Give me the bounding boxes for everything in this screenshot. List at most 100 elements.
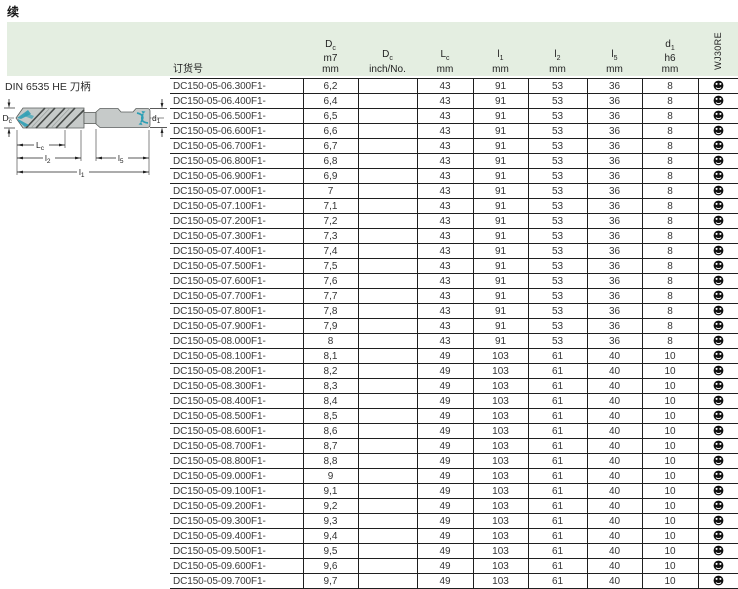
cell-grade [697,543,738,559]
cell-dc_inch [357,348,417,364]
cell-dc_m7: 8,5 [302,408,358,424]
drill-point-icon [713,305,724,316]
cell-dc_m7: 8,2 [302,363,358,379]
cell-lc: 43 [416,183,473,199]
drill-point-icon [713,155,724,166]
table-row: DC150-05-06.700F1- 6,7 43 91 53 36 8 [170,138,738,154]
drill-point-icon [713,80,724,91]
cell-order: DC150-05-07.600F1- [170,273,303,289]
column-header-lc: Lc mm [417,22,473,79]
cell-grade [697,108,738,124]
cell-grade [697,198,738,214]
drill-point-icon [713,545,724,556]
cell-lc: 43 [416,318,473,334]
cell-dc_m7: 6,4 [302,93,358,109]
cell-l5: 40 [586,498,642,514]
cell-order: DC150-05-07.200F1- [170,213,303,229]
cell-d1: 8 [641,273,698,289]
cell-lc: 49 [416,573,473,589]
cell-d1: 10 [641,543,698,559]
column-header-l1: l1 mm [473,22,528,79]
table-row: DC150-05-07.400F1- 7,4 43 91 53 36 8 [170,243,738,259]
column-header-l5: l5 mm [587,22,642,79]
drill-point-icon [713,395,724,406]
table-row: DC150-05-08.600F1- 8,6 49 103 61 40 10 [170,423,738,439]
cell-l1: 91 [472,258,528,274]
cell-l2: 53 [527,303,587,319]
cell-l5: 36 [586,78,642,94]
cell-dc_inch [357,198,417,214]
cell-grade [697,513,738,529]
svg-text:Dc: Dc [3,113,13,125]
cell-order: DC150-05-07.100F1- [170,198,303,214]
cell-grade [697,483,738,499]
cell-l1: 103 [472,438,528,454]
cell-grade [697,303,738,319]
cell-lc: 43 [416,258,473,274]
cell-d1: 8 [641,258,698,274]
column-header-d1: d1 h6 mm [642,22,698,79]
drill-point-icon [713,560,724,571]
drill-point-icon [713,260,724,271]
cell-order: DC150-05-06.600F1- [170,123,303,139]
column-header-dc_inch: Dc inch/No. [358,22,417,79]
cell-order: DC150-05-09.300F1- [170,513,303,529]
cell-grade [697,378,738,394]
cell-l1: 103 [472,528,528,544]
cell-l5: 36 [586,258,642,274]
cell-dc_m7: 9,6 [302,558,358,574]
table-row: DC150-05-08.400F1- 8,4 49 103 61 40 10 [170,393,738,409]
cell-dc_m7: 6,5 [302,108,358,124]
cell-dc_inch [357,558,417,574]
column-header-dc_m7: Dc m7 mm [303,22,358,79]
cell-dc_m7: 8,7 [302,438,358,454]
cell-lc: 49 [416,408,473,424]
column-header-grade: WJ30RE [698,22,738,79]
cell-l5: 40 [586,348,642,364]
tip-coating-mark [17,110,31,119]
cell-l2: 61 [527,558,587,574]
cell-l1: 91 [472,168,528,184]
cell-order: DC150-05-08.200F1- [170,363,303,379]
cell-l1: 91 [472,273,528,289]
drill-point-icon [713,215,724,226]
cell-d1: 10 [641,558,698,574]
cell-lc: 49 [416,378,473,394]
cell-l1: 91 [472,153,528,169]
cell-dc_m7: 8,1 [302,348,358,364]
table-row: DC150-05-08.000F1- 8 43 91 53 36 8 [170,333,738,349]
table-row: DC150-05-07.300F1- 7,3 43 91 53 36 8 [170,228,738,244]
cell-l1: 103 [472,348,528,364]
cell-grade [697,228,738,244]
cell-lc: 49 [416,423,473,439]
table-row: DC150-05-08.700F1- 8,7 49 103 61 40 10 [170,438,738,454]
cell-lc: 49 [416,438,473,454]
table-row: DC150-05-07.100F1- 7,1 43 91 53 36 8 [170,198,738,214]
table-row: DC150-05-06.400F1- 6,4 43 91 53 36 8 [170,93,738,109]
cell-order: DC150-05-07.900F1- [170,318,303,334]
drill-shank [95,108,151,128]
cell-d1: 8 [641,198,698,214]
cell-l5: 40 [586,543,642,559]
table-row: DC150-05-09.400F1- 9,4 49 103 61 40 10 [170,528,738,544]
cell-grade [697,498,738,514]
cell-dc_inch [357,363,417,379]
cell-order: DC150-05-09.100F1- [170,483,303,499]
cell-l2: 61 [527,573,587,589]
cell-l2: 53 [527,213,587,229]
cell-grade [697,333,738,349]
cell-grade [697,348,738,364]
cell-dc_inch [357,288,417,304]
drill-point-icon [713,245,724,256]
cell-order: DC150-05-06.700F1- [170,138,303,154]
cell-l2: 53 [527,168,587,184]
continued-label: 续 [7,5,20,19]
cell-dc_inch [357,333,417,349]
cell-l2: 61 [527,513,587,529]
cell-dc_inch [357,513,417,529]
cell-dc_m7: 6,8 [302,153,358,169]
cell-dc_inch [357,378,417,394]
cell-order: DC150-05-07.300F1- [170,228,303,244]
cell-lc: 43 [416,108,473,124]
